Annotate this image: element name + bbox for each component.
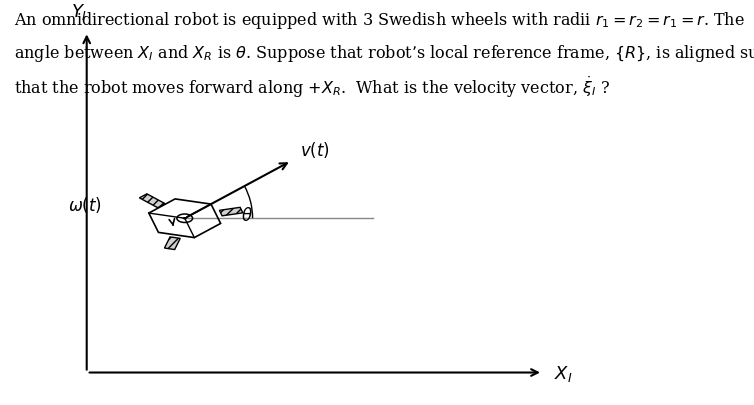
- Text: $v(t)$: $v(t)$: [300, 139, 330, 160]
- Text: angle between $X_I$ and $X_R$ is $\theta$. Suppose that robot’s local reference : angle between $X_I$ and $X_R$ is $\theta…: [14, 43, 754, 64]
- Text: $\theta$: $\theta$: [241, 207, 253, 224]
- Text: that the robot moves forward along $+X_R$.  What is the velocity vector, $\dot{\: that the robot moves forward along $+X_R…: [14, 75, 610, 100]
- Polygon shape: [139, 194, 165, 208]
- Text: An omnidirectional robot is equipped with 3 Swedish wheels with radii $r_1 = r_2: An omnidirectional robot is equipped wit…: [14, 10, 744, 31]
- Polygon shape: [164, 237, 180, 250]
- Text: $\omega(t)$: $\omega(t)$: [68, 194, 102, 215]
- Text: $Y_I$: $Y_I$: [71, 2, 87, 22]
- Polygon shape: [219, 208, 243, 216]
- Text: $X_I$: $X_I$: [554, 362, 573, 383]
- Circle shape: [182, 217, 187, 220]
